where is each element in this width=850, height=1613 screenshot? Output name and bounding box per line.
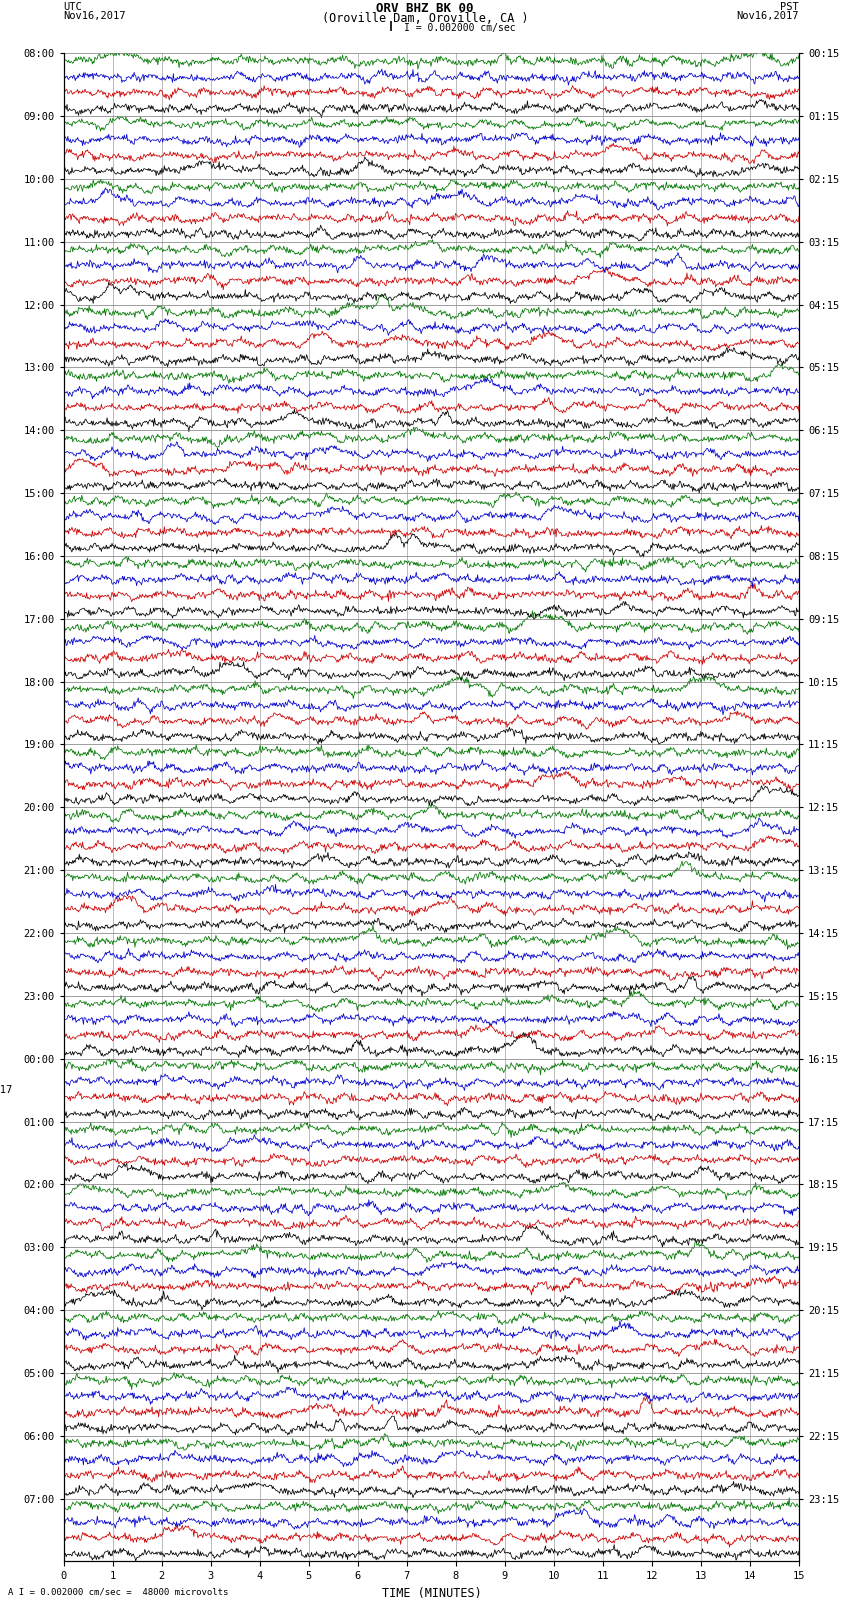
Text: I = 0.002000 cm/sec: I = 0.002000 cm/sec (404, 23, 515, 32)
X-axis label: TIME (MINUTES): TIME (MINUTES) (382, 1587, 481, 1600)
Text: UTC: UTC (64, 3, 82, 13)
Text: Nov16,2017: Nov16,2017 (64, 11, 127, 21)
Text: (Oroville Dam, Oroville, CA ): (Oroville Dam, Oroville, CA ) (321, 11, 529, 26)
Text: A I = 0.002000 cm/sec =  48000 microvolts: A I = 0.002000 cm/sec = 48000 microvolts (8, 1587, 229, 1597)
Text: ORV BHZ BK 00: ORV BHZ BK 00 (377, 3, 473, 16)
Text: PST: PST (780, 3, 799, 13)
Text: Nov16,2017: Nov16,2017 (736, 11, 799, 21)
Text: Nov17: Nov17 (0, 1086, 12, 1095)
